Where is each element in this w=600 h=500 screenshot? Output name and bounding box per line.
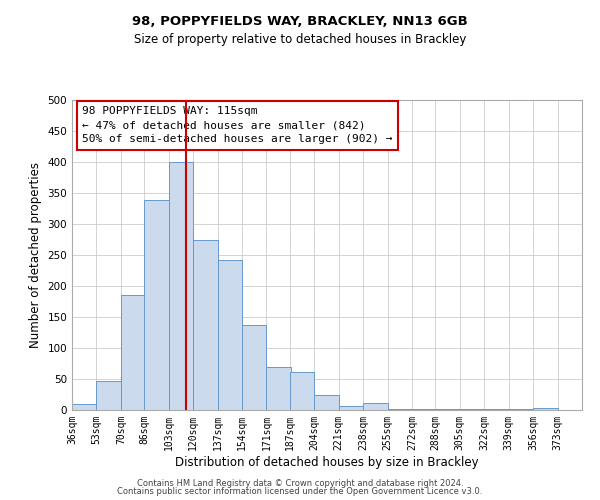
Bar — [314, 394, 338, 410]
Bar — [193, 240, 218, 410]
X-axis label: Distribution of detached houses by size in Brackley: Distribution of detached houses by size … — [175, 456, 479, 468]
Bar — [218, 260, 242, 410]
Y-axis label: Number of detached properties: Number of detached properties — [29, 162, 42, 348]
Bar — [338, 406, 363, 410]
Bar — [144, 200, 169, 410]
Bar — [363, 402, 388, 410]
Text: Size of property relative to detached houses in Brackley: Size of property relative to detached ho… — [134, 32, 466, 46]
Bar — [121, 296, 145, 410]
Text: Contains public sector information licensed under the Open Government Licence v3: Contains public sector information licen… — [118, 487, 482, 496]
Bar — [266, 366, 291, 410]
Bar — [290, 372, 314, 410]
Text: 98, POPPYFIELDS WAY, BRACKLEY, NN13 6GB: 98, POPPYFIELDS WAY, BRACKLEY, NN13 6GB — [132, 15, 468, 28]
Bar — [72, 404, 97, 410]
Bar — [97, 382, 121, 410]
Bar — [242, 325, 266, 410]
Text: Contains HM Land Registry data © Crown copyright and database right 2024.: Contains HM Land Registry data © Crown c… — [137, 478, 463, 488]
Bar — [169, 162, 193, 410]
Bar — [533, 408, 557, 410]
Text: 98 POPPYFIELDS WAY: 115sqm
← 47% of detached houses are smaller (842)
50% of sem: 98 POPPYFIELDS WAY: 115sqm ← 47% of deta… — [82, 106, 392, 144]
